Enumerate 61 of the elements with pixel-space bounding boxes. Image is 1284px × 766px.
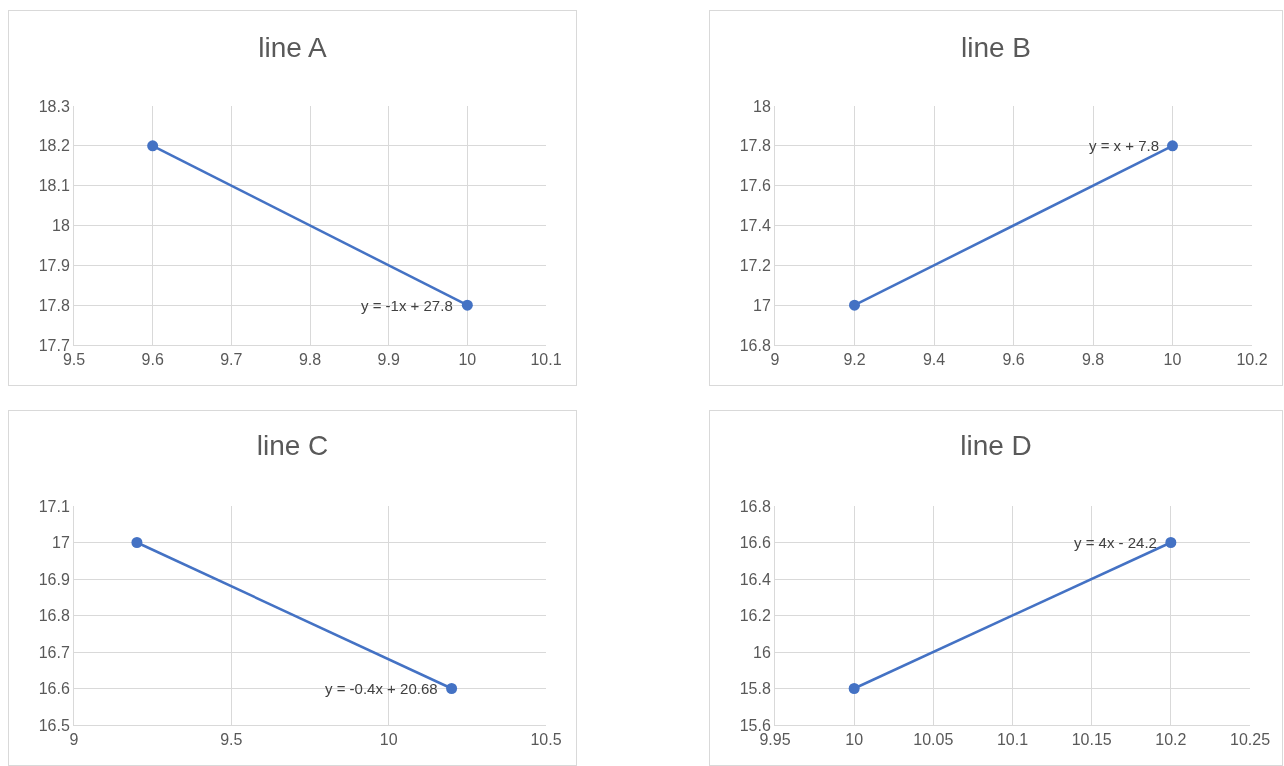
annotation: y = 4x - 24.2 [1074, 534, 1157, 551]
y-tick-label: 17.8 [38, 296, 70, 314]
x-tick-label: 9 [69, 731, 79, 749]
x-tick-label: 10.15 [1071, 731, 1112, 749]
x-tick-label: 10.2 [1236, 351, 1268, 369]
y-tick-label: 17.1 [38, 497, 70, 515]
y-tick-label: 16.2 [739, 607, 771, 625]
x-tick-label: 9 [770, 351, 780, 369]
y-tick-label: 17.6 [739, 177, 771, 195]
x-tick-label: 10 [458, 351, 477, 369]
x-tick-label: 9.5 [220, 731, 243, 749]
x-tick-label: 9.6 [141, 351, 164, 369]
annotation: y = x + 7.8 [1089, 137, 1160, 154]
y-tick-label: 16.9 [38, 570, 70, 588]
y-tick-label: 18 [52, 217, 70, 235]
x-tick-label: 9.8 [298, 351, 322, 369]
y-tick-label: 15.6 [739, 716, 771, 734]
y-tick-label: 15.8 [739, 680, 771, 698]
x-tick-label: 9.4 [922, 351, 946, 369]
x-tick-label: 9.8 [1081, 351, 1105, 369]
x-tick-label: 10 [845, 731, 864, 749]
chart-title: line B [960, 31, 1032, 63]
y-tick-label: 17.7 [38, 336, 70, 354]
y-tick-label: 17.2 [739, 256, 771, 274]
y-tick-label: 18.2 [38, 137, 70, 155]
y-tick-label: 17.4 [739, 217, 771, 235]
x-tick-label: 10.1 [530, 351, 562, 369]
annotation: y = -0.4x + 20.68 [325, 680, 438, 697]
y-tick-label: 16 [753, 643, 771, 661]
y-tick-label: 17.9 [38, 256, 70, 274]
annotation: y = -1x + 27.8 [361, 297, 453, 314]
y-tick-label: 16.7 [38, 643, 70, 661]
y-tick-label: 18.1 [38, 177, 70, 195]
x-tick-label: 10.5 [530, 731, 562, 749]
y-tick-label: 16.6 [38, 680, 70, 698]
y-tick-label: 16.8 [739, 497, 771, 515]
x-tick-label: 9.2 [843, 351, 866, 369]
y-tick-label: 16.8 [739, 336, 771, 354]
y-tick-label: 17 [52, 534, 70, 552]
x-tick-label: 10.2 [1155, 731, 1187, 749]
y-tick-label: 18 [753, 97, 771, 115]
x-tick-label: 10.25 [1229, 731, 1271, 749]
y-tick-label: 18.3 [38, 97, 70, 115]
x-tick-label: 9.7 [220, 351, 243, 369]
x-tick-label: 10 [1163, 351, 1182, 369]
chart-title: line A [258, 31, 328, 63]
y-tick-label: 17 [753, 296, 771, 314]
y-tick-label: 17.8 [739, 137, 771, 155]
x-tick-label: 9.6 [1002, 351, 1025, 369]
y-tick-label: 16.8 [38, 607, 70, 625]
x-tick-label: 9.5 [62, 351, 86, 369]
x-tick-label: 9.9 [377, 351, 400, 369]
x-tick-label: 9.95 [759, 731, 791, 749]
chart-title: line D [960, 430, 1032, 462]
chart-title: line C [256, 430, 329, 462]
x-tick-label: 10.1 [996, 731, 1029, 749]
y-tick-label: 16.5 [38, 716, 70, 734]
x-tick-label: 10.05 [913, 731, 954, 749]
y-tick-label: 16.4 [739, 570, 771, 588]
y-tick-label: 16.6 [739, 534, 771, 552]
x-tick-label: 10 [379, 731, 398, 749]
